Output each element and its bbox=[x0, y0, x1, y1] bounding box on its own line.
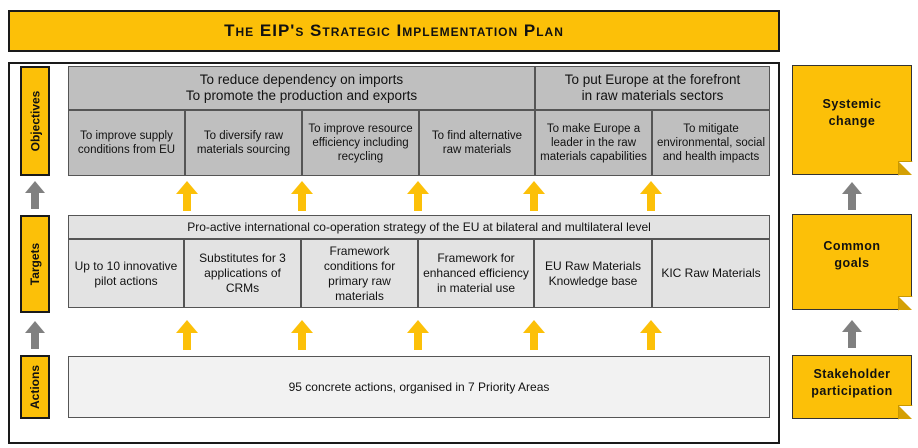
target-item: Up to 10 innovative pilot actions bbox=[68, 239, 184, 308]
yellow-arrow-up-icon bbox=[291, 320, 313, 350]
objective-item: To improve resource efficiency including… bbox=[302, 110, 419, 176]
targets-block: Pro-active international co-operation st… bbox=[68, 215, 770, 308]
objective-top-left-line1: To reduce dependency on imports bbox=[199, 72, 404, 87]
objective-top-right-line2: in raw materials sectors bbox=[581, 88, 724, 103]
yellow-arrow-up-icon bbox=[640, 320, 662, 350]
targets-header: Pro-active international co-operation st… bbox=[68, 215, 770, 239]
objectives-block: To reduce dependency on imports To promo… bbox=[68, 66, 770, 176]
actions-label: Actions bbox=[20, 355, 50, 419]
target-item: EU Raw Materials Knowledge base bbox=[534, 239, 652, 308]
note-common-text: Common goals bbox=[823, 239, 881, 270]
yellow-arrow-up-icon bbox=[176, 181, 198, 211]
grey-arrow-up-icon bbox=[842, 320, 862, 348]
yellow-arrow-up-icon bbox=[523, 320, 545, 350]
actions-box: 95 concrete actions, organised in 7 Prio… bbox=[68, 356, 770, 418]
targets-label: Targets bbox=[20, 215, 50, 313]
note-systemic-text: Systemic change bbox=[822, 97, 882, 128]
title-text: The EIP's Strategic Implementation Plan bbox=[224, 21, 564, 40]
objective-top-right-line1: To put Europe at the forefront bbox=[564, 72, 741, 87]
yellow-arrow-up-icon bbox=[291, 181, 313, 211]
yellow-arrow-up-icon bbox=[176, 320, 198, 350]
target-item: Substitutes for 3 applications of CRMs bbox=[184, 239, 301, 308]
yellow-arrow-up-icon bbox=[407, 320, 429, 350]
objective-item: To find alternative raw materials bbox=[419, 110, 535, 176]
objective-item: To diversify raw materials sourcing bbox=[185, 110, 302, 176]
objective-item: To make Europe a leader in the raw mater… bbox=[535, 110, 652, 176]
note-stakeholder-participation: Stakeholder participation bbox=[792, 355, 913, 420]
grey-arrow-up-icon bbox=[25, 181, 45, 209]
page-title: The EIP's Strategic Implementation Plan bbox=[8, 10, 780, 52]
objectives-label: Objectives bbox=[20, 66, 50, 176]
note-systemic-change: Systemic change bbox=[792, 65, 913, 176]
note-stakeholder-text: Stakeholder participation bbox=[811, 367, 893, 398]
yellow-arrow-up-icon bbox=[407, 181, 429, 211]
targets-label-text: Targets bbox=[28, 242, 42, 286]
grey-arrow-up-icon bbox=[842, 182, 862, 210]
objective-top-right: To put Europe at the forefront in raw ma… bbox=[535, 66, 770, 110]
yellow-arrow-up-icon bbox=[523, 181, 545, 211]
objective-item: To improve supply conditions from EU bbox=[68, 110, 185, 176]
objective-top-left-line2: To promote the production and exports bbox=[185, 88, 418, 103]
note-common-goals: Common goals bbox=[792, 214, 913, 311]
objective-item: To mitigate environmental, social and he… bbox=[652, 110, 770, 176]
target-item: Framework conditions for primary raw mat… bbox=[301, 239, 418, 308]
actions-label-text: Actions bbox=[28, 364, 43, 410]
objectives-label-text: Objectives bbox=[28, 90, 43, 152]
yellow-arrow-up-icon bbox=[640, 181, 662, 211]
target-item: Framework for enhanced efficiency in mat… bbox=[418, 239, 534, 308]
target-item: KIC Raw Materials bbox=[652, 239, 770, 308]
grey-arrow-up-icon bbox=[25, 321, 45, 349]
objective-top-left: To reduce dependency on imports To promo… bbox=[68, 66, 535, 110]
